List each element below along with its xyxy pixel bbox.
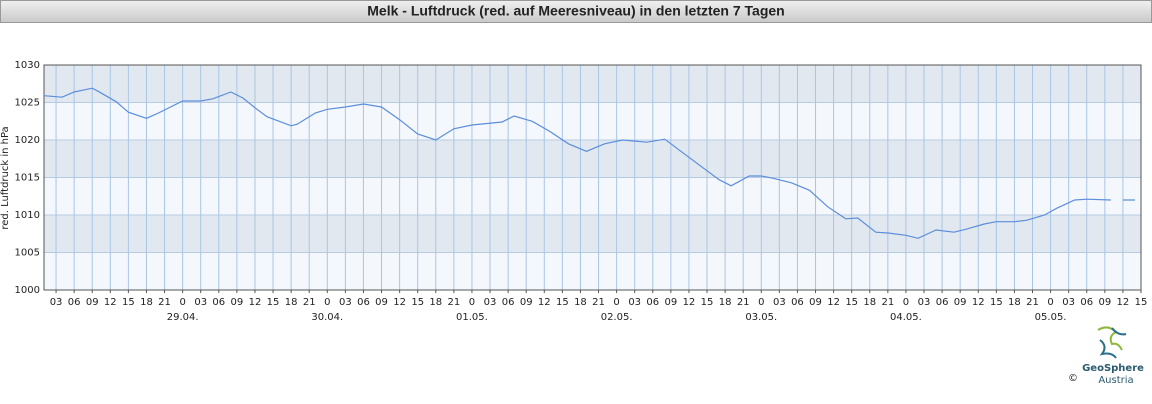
- x-tick-label: 06: [1080, 297, 1093, 308]
- x-tick-label: 03: [50, 297, 63, 308]
- x-tick-label: 15: [267, 297, 280, 308]
- x-date-label: 04.05.: [890, 312, 922, 323]
- x-tick-label: 06: [502, 297, 515, 308]
- plot-border: [43, 64, 1142, 291]
- logo-mark: [1111, 327, 1127, 336]
- y-tick-label: 1005: [15, 248, 40, 259]
- plot-area: 1000 1005 1010 1015 1020 1025 1030 03 06 09 12 15 18…: [15, 60, 1148, 323]
- logo-text: Austria: [1098, 375, 1133, 386]
- x-tick-label: 18: [574, 297, 587, 308]
- x-tick-label: 06: [646, 297, 659, 308]
- y-tick-label: 1020: [15, 135, 40, 146]
- band: [44, 102, 1141, 140]
- x-tick-label: 15: [701, 297, 714, 308]
- x-tick-label: 21: [737, 297, 750, 308]
- x-tick-label: 09: [664, 297, 677, 308]
- x-date-label: 30.04.: [311, 312, 343, 323]
- x-tick-label: 03: [628, 297, 641, 308]
- chart-title: Melk - Luftdruck (red. auf Meeresniveau)…: [367, 3, 784, 19]
- x-tick-label: 15: [122, 297, 135, 308]
- x-tick-label: 09: [809, 297, 822, 308]
- x-date-label: 01.05.: [456, 312, 488, 323]
- x-tick-label: 0: [1047, 297, 1053, 308]
- x-tick-label: 18: [863, 297, 876, 308]
- x-tick-label: 15: [845, 297, 858, 308]
- x-tick-label: 15: [1135, 297, 1148, 308]
- y-tick-label: 1025: [15, 98, 40, 109]
- x-date-label: 02.05.: [601, 312, 633, 323]
- y-tick-label: 1015: [15, 173, 40, 184]
- x-tick-label: 12: [683, 297, 696, 308]
- x-tick-label: 03: [1062, 297, 1075, 308]
- band: [44, 140, 1141, 178]
- y-tick-label: 1030: [15, 60, 40, 71]
- x-tick-label: 12: [1117, 297, 1130, 308]
- x-tick-label: 15: [556, 297, 569, 308]
- x-tick-label: 12: [393, 297, 406, 308]
- x-tick-label: 09: [954, 297, 967, 308]
- x-tick-label: 15: [990, 297, 1003, 308]
- x-tick-label: 09: [1098, 297, 1111, 308]
- x-date-label: 29.04.: [167, 312, 199, 323]
- x-tick-label: 21: [592, 297, 605, 308]
- logo: [1097, 326, 1127, 359]
- x-tick-label: 09: [86, 297, 99, 308]
- x-tick-label: 0: [179, 297, 185, 308]
- band: [44, 215, 1141, 253]
- x-tick-label: 18: [140, 297, 153, 308]
- x-tick-label: 03: [918, 297, 931, 308]
- x-tick-label: 12: [827, 297, 840, 308]
- logo-mark: [1097, 326, 1123, 351]
- x-tick-label: 21: [1026, 297, 1039, 308]
- x-tick-label: 06: [936, 297, 949, 308]
- x-tick-label: 0: [469, 297, 475, 308]
- x-tick-label: 21: [881, 297, 894, 308]
- x-tick-label: 12: [249, 297, 262, 308]
- y-axis-label: red. Luftdruck in hPa: [0, 126, 11, 229]
- band: [44, 252, 1141, 290]
- band: [44, 65, 1141, 103]
- copyright: ©: [1068, 373, 1078, 384]
- x-tick-label: 03: [194, 297, 207, 308]
- logo-mark: [1099, 339, 1117, 359]
- x-tick-label: 12: [972, 297, 985, 308]
- x-date-label: 03.05.: [745, 312, 777, 323]
- x-tick-label: 21: [158, 297, 171, 308]
- x-tick-label: 0: [613, 297, 619, 308]
- x-tick-label: 21: [303, 297, 316, 308]
- x-tick-label: 18: [429, 297, 442, 308]
- x-tick-label: 18: [719, 297, 732, 308]
- x-tick-label: 21: [448, 297, 461, 308]
- x-tick-label: 03: [773, 297, 786, 308]
- x-date-label: 05.05.: [1035, 312, 1067, 323]
- x-tick-label: 09: [375, 297, 388, 308]
- x-tick-label: 03: [339, 297, 352, 308]
- x-tick-label: 09: [520, 297, 533, 308]
- y-tick-label: 1000: [15, 285, 40, 296]
- logo-text: GeoSphere: [1082, 363, 1144, 374]
- x-tick-label: 06: [357, 297, 370, 308]
- x-tick-label: 06: [212, 297, 225, 308]
- x-tick-label: 12: [104, 297, 117, 308]
- data-line: [43, 87, 1135, 239]
- x-tick-label: 18: [285, 297, 298, 308]
- x-tick-label: 15: [411, 297, 424, 308]
- x-tick-label: 06: [791, 297, 804, 308]
- x-tick-label: 0: [758, 297, 764, 308]
- x-tick-label: 12: [538, 297, 551, 308]
- x-tick-label: 09: [231, 297, 244, 308]
- y-tick-label: 1010: [15, 210, 40, 221]
- x-tick-label: 06: [68, 297, 81, 308]
- band: [44, 177, 1141, 215]
- x-tick-label: 0: [324, 297, 330, 308]
- x-tick-label: 18: [1008, 297, 1021, 308]
- x-tick-label: 03: [484, 297, 497, 308]
- x-tick-label: 0: [903, 297, 909, 308]
